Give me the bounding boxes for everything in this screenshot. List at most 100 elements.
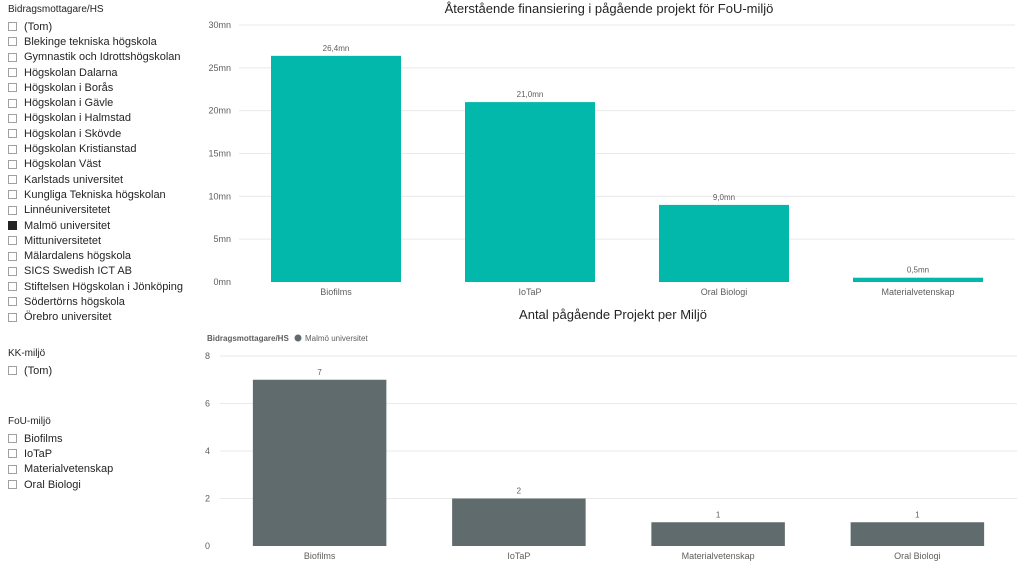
checkbox-icon[interactable] [8, 449, 17, 459]
checkbox-icon[interactable] [8, 236, 17, 246]
bar [651, 522, 785, 546]
slicer-item[interactable]: Biofilms [8, 431, 113, 446]
checkbox-icon[interactable] [8, 266, 17, 276]
slicer-item-label: Stiftelsen Högskolan i Jönköping [24, 280, 183, 293]
checkbox-icon[interactable] [8, 175, 17, 185]
slicer-item[interactable]: Stiftelsen Högskolan i Jönköping [8, 279, 183, 294]
slicer-item[interactable]: SICS Swedish ICT AB [8, 264, 183, 279]
slicer-item[interactable]: Södertörns högskola [8, 294, 183, 309]
x-tick-label: Materialvetenskap [682, 551, 755, 561]
slicer-item[interactable]: Högskolan i Borås [8, 80, 183, 95]
checkbox-icon[interactable] [8, 205, 17, 215]
slicer-item-label: (Tom) [24, 364, 53, 377]
checkbox-icon[interactable] [8, 68, 17, 78]
checkbox-icon[interactable] [8, 113, 17, 123]
data-label: 0,5mn [907, 266, 929, 275]
x-tick-label: Materialvetenskap [881, 287, 954, 297]
legend-marker [294, 334, 302, 342]
checkbox-icon[interactable] [8, 190, 17, 200]
slicer-item-label: Högskolan Dalarna [24, 66, 118, 79]
checkbox-icon[interactable] [8, 312, 17, 322]
slicer-item[interactable]: Blekinge tekniska högskola [8, 34, 183, 49]
checkbox-icon[interactable] [8, 83, 17, 93]
slicer-item-label: Malmö universitet [24, 219, 111, 232]
y-tick-label: 0 [205, 541, 210, 551]
slicer-item-label: Oral Biologi [24, 478, 81, 491]
checkbox-icon[interactable] [8, 251, 17, 261]
bar [659, 204, 789, 282]
x-tick-label: IoTaP [507, 551, 530, 561]
checkbox-icon[interactable] [8, 464, 17, 474]
slicer-item-label: Mittuniversitetet [24, 234, 102, 247]
bar [271, 55, 401, 283]
slicer-item[interactable]: Örebro universitet [8, 310, 183, 325]
slicer-item-label: Linnéuniversitetet [24, 204, 111, 217]
funding-bar-chart: Återstående finansiering i pågående proj… [208, 1, 1015, 297]
y-tick-label: 6 [205, 399, 210, 409]
data-label: 2 [517, 487, 522, 496]
slicer-item[interactable]: IoTaP [8, 446, 113, 461]
slicer-item-label: Högskolan Kristianstad [24, 143, 137, 156]
slicer-item[interactable]: Linnéuniversitetet [8, 203, 183, 218]
slicer-kk-miljo: KK-miljö (Tom) [8, 348, 52, 378]
slicer-item[interactable]: Materialvetenskap [8, 462, 113, 477]
slicer-item[interactable]: Gymnastik och Idrottshögskolan [8, 50, 183, 65]
slicer-item[interactable]: Högskolan Kristianstad [8, 141, 183, 156]
slicer-title: KK-miljö [8, 348, 46, 359]
slicer-item[interactable]: Mittuniversitetet [8, 233, 183, 248]
slicer-title: FoU-miljö [8, 416, 51, 427]
slicer-item[interactable]: (Tom) [8, 19, 183, 34]
checkbox-checked-icon[interactable] [8, 221, 17, 230]
slicer-item-label: Karlstads universitet [24, 173, 124, 186]
y-tick-label: 10mn [208, 191, 231, 201]
slicer-item-label: Högskolan i Borås [24, 81, 114, 94]
slicer-item-label: Högskolan i Gävle [24, 97, 114, 110]
data-label: 1 [915, 510, 920, 519]
y-tick-label: 0mn [213, 277, 231, 287]
slicer-item-label: IoTaP [24, 447, 53, 460]
checkbox-icon[interactable] [8, 22, 17, 32]
slicer-fou-miljo: FoU-miljö Biofilms IoTaP Materialvetenskap… [8, 416, 113, 492]
bar [252, 379, 387, 546]
x-tick-label: Oral Biologi [701, 287, 748, 297]
bar [452, 498, 586, 546]
slicer-item[interactable]: Mälardalens högskola [8, 248, 183, 263]
slicer-item-label: Kungliga Tekniska högskolan [24, 188, 166, 201]
slicer-item-label: Högskolan i Halmstad [24, 112, 131, 125]
slicer-item[interactable]: Högskolan i Skövde [8, 126, 183, 141]
slicer-item[interactable]: Malmö universitet [8, 218, 183, 233]
x-tick-label: Oral Biologi [894, 551, 941, 561]
slicer-item[interactable]: Högskolan Dalarna [8, 65, 183, 80]
slicer-item[interactable]: Högskolan i Halmstad [8, 111, 183, 126]
y-tick-label: 30mn [208, 20, 231, 30]
checkbox-icon[interactable] [8, 480, 17, 490]
slicer-item[interactable]: Oral Biologi [8, 477, 113, 492]
y-tick-label: 25mn [208, 63, 231, 73]
slicer-item[interactable]: (Tom) [8, 363, 52, 378]
data-label: 7 [317, 368, 322, 377]
checkbox-icon[interactable] [8, 52, 17, 62]
checkbox-icon[interactable] [8, 366, 17, 376]
checkbox-icon[interactable] [8, 282, 17, 292]
data-label: 21,0mn [517, 90, 544, 99]
y-tick-label: 20mn [208, 106, 231, 116]
slicer-item[interactable]: Karlstads universitet [8, 172, 183, 187]
data-label: 9,0mn [713, 193, 735, 202]
y-tick-label: 5mn [213, 234, 231, 244]
legend-entry: Malmö universitet [305, 334, 368, 343]
slicer-item[interactable]: Högskolan i Gävle [8, 95, 183, 110]
checkbox-icon[interactable] [8, 98, 17, 108]
data-label: 1 [716, 510, 721, 519]
checkbox-icon[interactable] [8, 129, 17, 139]
checkbox-icon[interactable] [8, 297, 17, 307]
bar [465, 102, 595, 282]
checkbox-icon[interactable] [8, 434, 17, 444]
slicer-item-label: Mälardalens högskola [24, 250, 132, 263]
checkbox-icon[interactable] [8, 37, 17, 47]
x-tick-label: IoTaP [518, 287, 541, 297]
checkbox-icon[interactable] [8, 144, 17, 154]
slicer-item[interactable]: Högskolan Väst [8, 157, 183, 172]
y-tick-label: 2 [205, 494, 210, 504]
checkbox-icon[interactable] [8, 159, 17, 169]
slicer-item[interactable]: Kungliga Tekniska högskolan [8, 187, 183, 202]
